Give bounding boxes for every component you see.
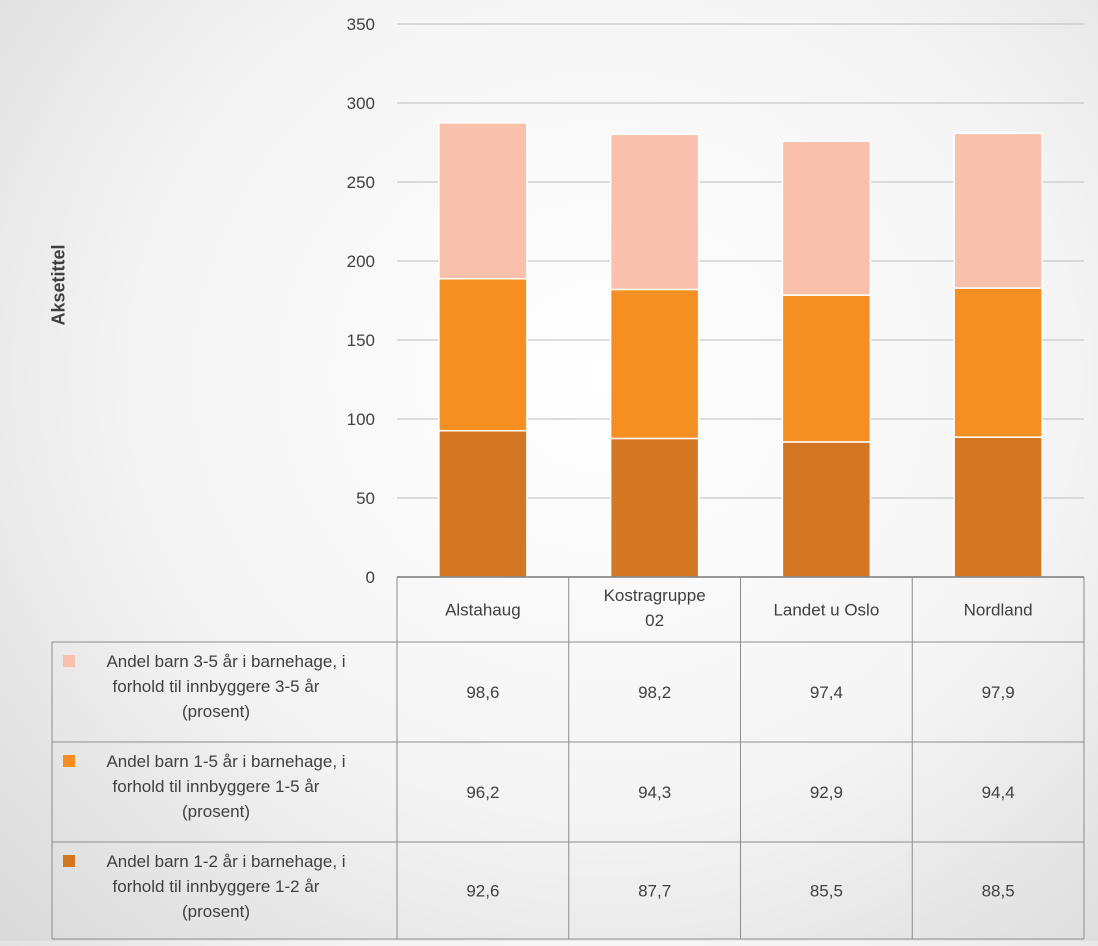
data-table-value: 88,5 <box>982 882 1015 901</box>
bar-segment <box>438 429 528 578</box>
legend-label: Andel barn 1-2 år i barnehage, i <box>106 852 345 871</box>
data-table-value: 87,7 <box>638 882 671 901</box>
data-table-value: 98,2 <box>638 683 671 702</box>
bar-segment <box>953 436 1043 578</box>
bar-segment <box>953 132 1043 289</box>
category-label: Nordland <box>964 601 1033 620</box>
y-tick-label: 100 <box>347 410 375 429</box>
data-table-value: 92,6 <box>466 882 499 901</box>
bar-segment <box>781 441 872 578</box>
bar-segment <box>953 287 1043 438</box>
y-tick-label: 150 <box>347 331 375 350</box>
legend-label: (prosent) <box>182 902 250 921</box>
y-axis-title: Aksetittel <box>48 244 69 326</box>
data-table-value: 98,6 <box>466 683 499 702</box>
legend-label: Andel barn 3-5 år i barnehage, i <box>106 652 345 671</box>
data-table-value: 94,4 <box>982 783 1015 802</box>
y-tick-label: 350 <box>347 15 375 34</box>
legend-swatch <box>63 855 75 867</box>
data-table-value: 92,9 <box>810 783 843 802</box>
legend-label: forhold til innbyggere 3-5 år <box>113 677 320 696</box>
bar-segment <box>609 288 700 440</box>
bar-segment <box>609 133 700 291</box>
data-table-value: 97,9 <box>982 683 1015 702</box>
category-label: Alstahaug <box>445 601 521 620</box>
y-tick-label: 250 <box>347 173 375 192</box>
legend-swatch <box>63 655 75 667</box>
bar-segment <box>781 294 872 443</box>
data-table-value: 85,5 <box>810 882 843 901</box>
y-tick-label: 50 <box>356 489 375 508</box>
bar-segment <box>438 122 528 280</box>
category-label: Landet u Oslo <box>773 601 879 620</box>
data-table-value: 97,4 <box>810 683 843 702</box>
legend-swatch <box>63 755 75 767</box>
legend-label: forhold til innbyggere 1-2 år <box>113 877 320 896</box>
legend-label: (prosent) <box>182 702 250 721</box>
bar-segment <box>609 437 700 578</box>
data-table-value: 94,3 <box>638 783 671 802</box>
y-tick-label: 0 <box>366 568 375 587</box>
bar-segment <box>438 277 528 432</box>
y-tick-label: 200 <box>347 252 375 271</box>
bar-segment <box>781 140 872 296</box>
legend-label: (prosent) <box>182 802 250 821</box>
data-table-value: 96,2 <box>466 783 499 802</box>
legend-label: forhold til innbyggere 1-5 år <box>113 777 320 796</box>
category-label: Kostragruppe <box>604 586 706 605</box>
y-tick-label: 300 <box>347 94 375 113</box>
category-label: 02 <box>645 611 664 630</box>
legend-label: Andel barn 1-5 år i barnehage, i <box>106 752 345 771</box>
